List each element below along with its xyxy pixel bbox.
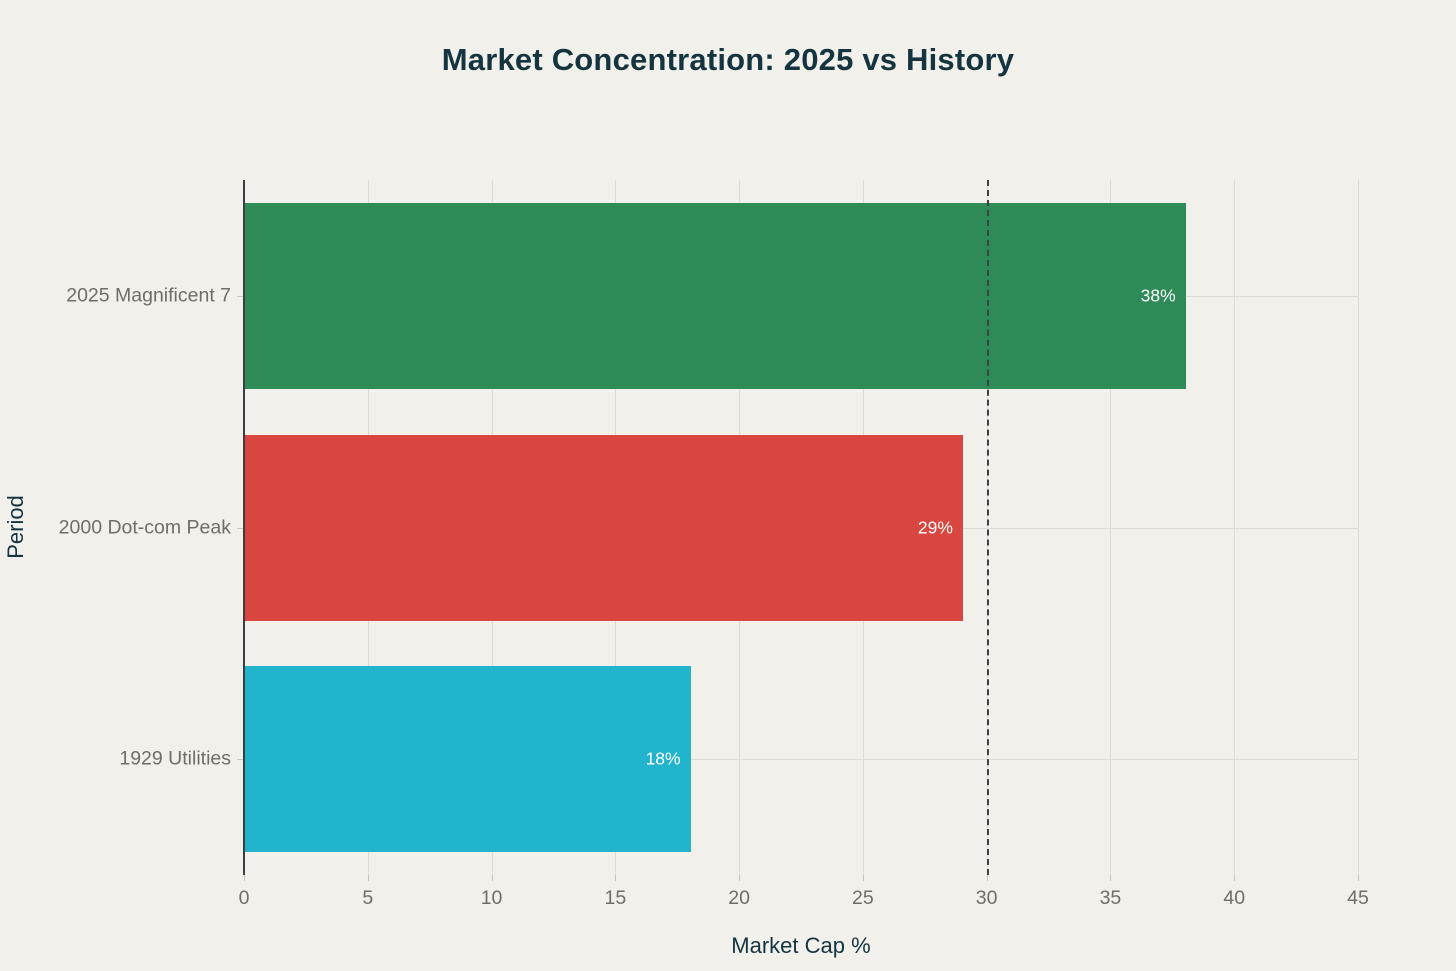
bar: 38% <box>245 202 1186 389</box>
bar: 29% <box>245 434 963 621</box>
x-tick-label: 45 <box>1347 887 1369 909</box>
bar-value-label: 38% <box>1140 285 1176 306</box>
y-axis-title: Period <box>3 495 28 559</box>
x-gridline <box>1110 180 1112 875</box>
x-tick-mark <box>244 875 245 881</box>
reference-line <box>986 180 989 875</box>
bar-value-label: 18% <box>645 748 681 769</box>
x-tick-mark <box>367 875 369 881</box>
y-tick-mark <box>237 759 244 761</box>
x-tick-label: 20 <box>728 887 750 909</box>
y-gridline <box>244 759 1358 761</box>
x-tick-label: 10 <box>480 887 503 909</box>
x-tick-label: 25 <box>852 887 874 909</box>
y-tick-mark <box>237 295 244 297</box>
category-label: 2025 Magnificent 7 <box>66 284 231 307</box>
bar: 18% <box>245 666 691 853</box>
x-tick-mark <box>1110 875 1112 881</box>
x-tick-label: 30 <box>975 887 998 909</box>
category-label: 1929 Utilities <box>119 747 231 770</box>
x-axis-title: Market Cap % <box>731 933 871 958</box>
x-tick-mark <box>1234 875 1236 881</box>
category-label: 2000 Dot-com Peak <box>58 516 231 538</box>
x-tick-mark <box>986 875 988 881</box>
y-tick-mark <box>237 527 244 529</box>
x-tick-mark <box>615 875 617 881</box>
x-tick-mark <box>1358 875 1359 881</box>
x-tick-label: 0 <box>238 887 250 909</box>
x-tick-label: 5 <box>362 887 374 909</box>
x-tick-mark <box>739 875 741 881</box>
x-gridline <box>1234 180 1236 875</box>
x-tick-mark <box>491 875 493 881</box>
x-tick-label: 15 <box>604 887 627 909</box>
chart-title: Market Concentration: 2025 vs History <box>441 42 1015 77</box>
x-tick-label: 40 <box>1223 887 1246 909</box>
plot-area: 38% 2025 Magnificent 7 29% 2000 Dot-com Pea… <box>59 180 1369 909</box>
x-tick-mark <box>862 875 864 881</box>
y-axis-line <box>243 180 245 875</box>
x-tick-label: 35 <box>1099 887 1122 909</box>
bar-value-label: 29% <box>917 517 953 537</box>
x-gridline <box>1358 180 1359 875</box>
